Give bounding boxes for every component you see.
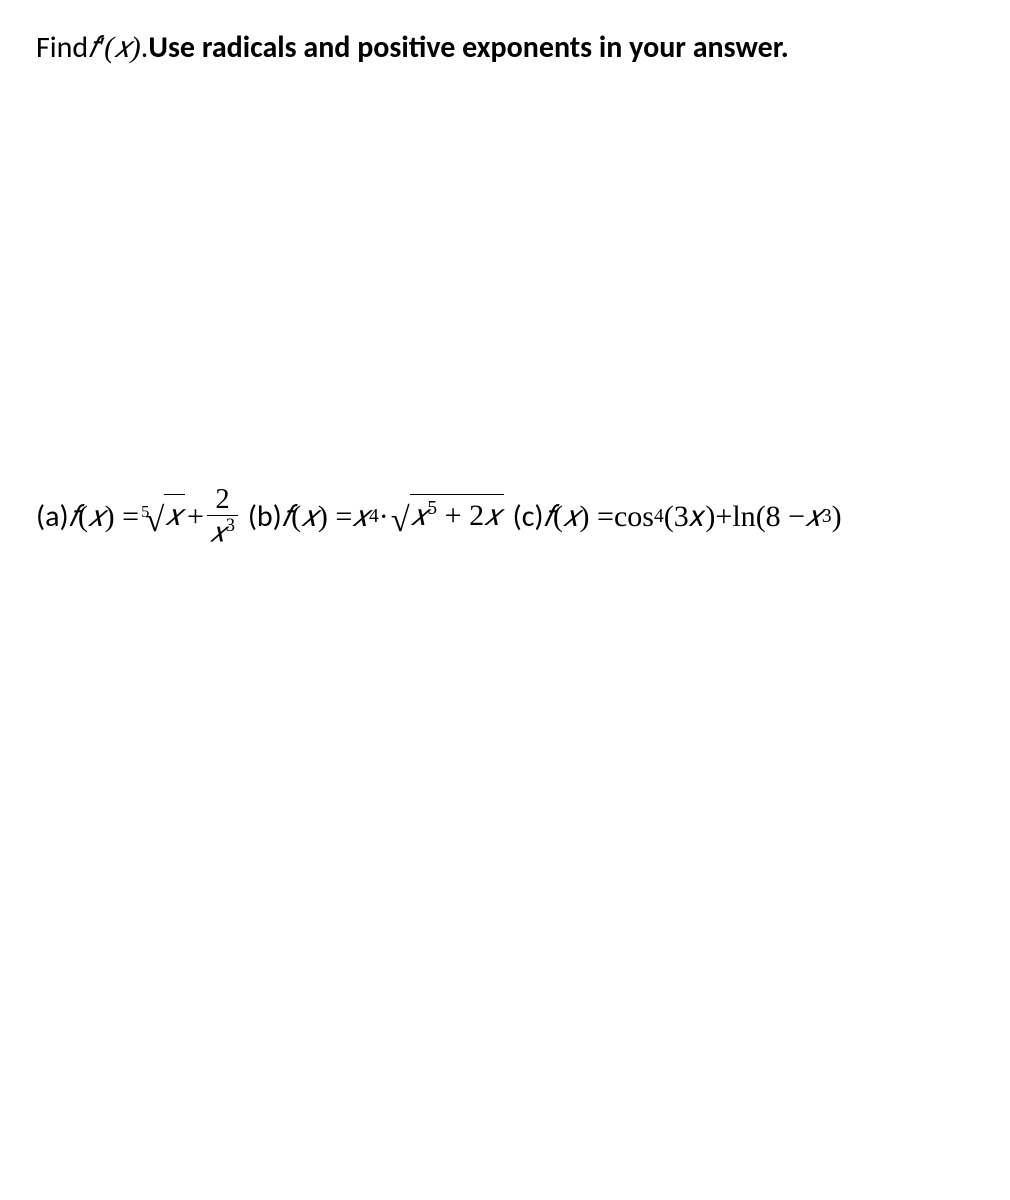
c-plus: +	[715, 497, 732, 536]
b-close-eq: ) =	[318, 497, 352, 536]
a-x: 𝑥	[88, 497, 105, 536]
c-ln-open: (8 −	[756, 497, 805, 536]
a-frac-num: 2	[212, 485, 232, 515]
a-fraction: 2 𝑥3	[207, 485, 238, 548]
prompt-line: Find 𝑓′(𝑥) . Use radicals and positive e…	[36, 28, 789, 67]
b-sqrt: √ 𝑥5 + 2𝑥	[391, 496, 504, 537]
a-frac-den-x: 𝑥	[210, 517, 226, 548]
label-a: (a)	[36, 497, 69, 536]
c-ln: ln	[732, 497, 755, 536]
a-open: (	[78, 497, 88, 536]
c-open: (	[553, 497, 563, 536]
c-ln-exp: 3	[822, 504, 832, 529]
problem-b: (b) 𝑓 ( 𝑥 ) = 𝑥4 · √ 𝑥5 + 2𝑥	[248, 496, 506, 537]
c-ln-close: )	[832, 497, 842, 536]
problem-a: (a) 𝑓 ( 𝑥 ) = 5 √ 𝑥 + 2 𝑥3	[36, 485, 241, 548]
c-cos-exp: 4	[654, 504, 664, 529]
b-rad-x: 𝑥	[411, 499, 428, 532]
b-x: 𝑥	[301, 497, 318, 536]
b-open: (	[291, 497, 301, 536]
a-frac-den-exp: 3	[226, 515, 235, 536]
b-rad-x2: 𝑥	[484, 499, 501, 532]
c-cos-arg: (3𝑥)	[664, 497, 716, 536]
b-rad-exp: 5	[427, 498, 437, 519]
c-ln-x: 𝑥	[805, 497, 822, 536]
instruction-bold: Use radicals and positive exponents in y…	[148, 28, 788, 67]
radical-icon: √	[391, 503, 410, 538]
period: .	[141, 28, 149, 67]
b-x4-exp: 4	[369, 504, 379, 529]
problem-c: (c) 𝑓 ( 𝑥 ) = cos4(3𝑥) + ln(8 − 𝑥3)	[513, 497, 842, 536]
c-close-eq: ) =	[580, 497, 614, 536]
b-rad-plus: + 2	[437, 499, 484, 532]
c-x: 𝑥	[563, 497, 580, 536]
b-dot: ·	[379, 497, 389, 536]
b-x4-base: 𝑥	[352, 497, 369, 536]
fprime: 𝑓′(𝑥)	[88, 28, 141, 67]
label-c: (c)	[513, 497, 544, 536]
find-text: Find	[36, 28, 88, 67]
a-close-eq: ) =	[105, 497, 139, 536]
c-cos: cos	[614, 497, 654, 536]
a-root-index: 5	[141, 501, 149, 522]
c-f: 𝑓	[543, 497, 552, 536]
math-worksheet: Find 𝑓′(𝑥) . Use radicals and positive e…	[0, 0, 1010, 548]
a-plus: +	[187, 497, 204, 536]
a-root-radicand: 𝑥	[165, 499, 182, 532]
a-f: 𝑓	[69, 497, 78, 536]
label-b: (b)	[248, 497, 282, 536]
a-fifth-root: 5 √ 𝑥	[141, 496, 185, 537]
b-f: 𝑓	[282, 497, 291, 536]
